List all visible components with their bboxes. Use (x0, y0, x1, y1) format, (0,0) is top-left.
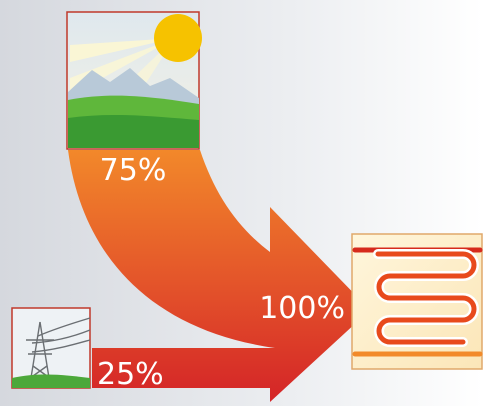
output-share-label: 100% (259, 291, 345, 326)
sun-landscape-icon (68, 14, 202, 148)
floor-heating-coil-icon (352, 247, 483, 357)
heating-panel (351, 233, 483, 370)
environment-image (66, 11, 202, 150)
environment-share-label: 75% (100, 153, 167, 188)
grid-share-label: 25% (97, 357, 164, 392)
energy-arrow (68, 150, 370, 402)
power-pylon-icon (26, 317, 91, 385)
grid-image (11, 307, 91, 389)
